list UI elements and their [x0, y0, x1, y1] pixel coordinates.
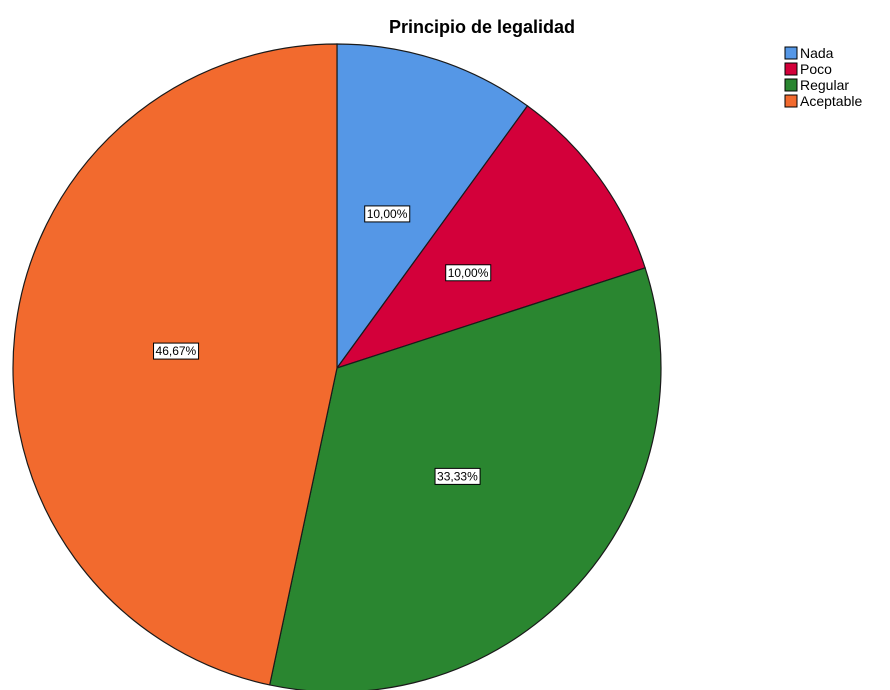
legend-item-aceptable: Aceptable — [784, 93, 862, 109]
legend-label: Regular — [800, 77, 849, 93]
slice-label-box — [434, 467, 481, 485]
slice-label-box — [153, 342, 200, 360]
legend-swatch — [784, 62, 798, 76]
slice-label-box — [445, 264, 492, 282]
pie-slices — [12, 43, 662, 690]
slice-label-text: 46,67% — [156, 344, 197, 358]
legend-label: Aceptable — [800, 93, 862, 109]
slice-labels: 10,00% 10,00% 33,33% 46,67% — [153, 205, 492, 485]
pie-slice-aceptable — [12, 43, 338, 686]
chart-title: Principio de legalidad — [389, 17, 575, 37]
legend-swatch — [784, 78, 798, 92]
slice-label-regular: 33,33% — [434, 467, 481, 485]
slice-label-poco: 10,00% — [445, 264, 492, 282]
slice-label-aceptable: 46,67% — [153, 342, 200, 360]
slice-label-box — [364, 205, 411, 223]
legend-label: Nada — [800, 45, 834, 61]
slice-label-text: 10,00% — [367, 207, 408, 221]
legend-swatch — [784, 94, 798, 108]
slice-label-text: 10,00% — [448, 266, 489, 280]
slice-label-nada: 10,00% — [364, 205, 411, 223]
slice-label-text: 33,33% — [437, 469, 478, 483]
legend-label: Poco — [800, 61, 832, 77]
legend-item-poco: Poco — [784, 61, 832, 77]
pie-slice-nada — [336, 43, 529, 370]
legend-item-nada: Nada — [784, 45, 834, 61]
legend-item-regular: Regular — [784, 77, 849, 93]
pie-slice-poco — [335, 105, 646, 370]
legend-swatch — [784, 46, 798, 60]
